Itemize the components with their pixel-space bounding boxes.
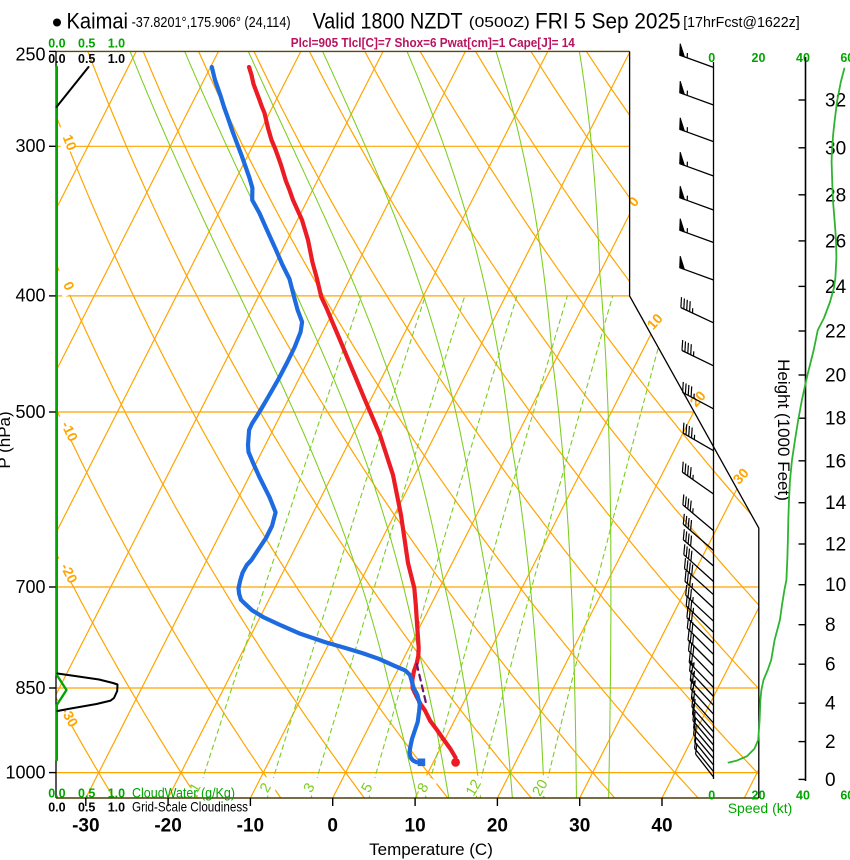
svg-text:0.5: 0.5	[78, 787, 95, 801]
svg-text:Speed (kt): Speed (kt)	[728, 800, 793, 816]
svg-text:0.5: 0.5	[78, 37, 95, 51]
svg-text:20: 20	[752, 789, 766, 803]
svg-text:250: 250	[15, 44, 45, 64]
svg-text:0: 0	[708, 51, 715, 65]
svg-text:1.0: 1.0	[108, 52, 125, 66]
svg-text:40: 40	[796, 789, 810, 803]
svg-text:20: 20	[530, 777, 552, 799]
svg-text:10: 10	[60, 132, 81, 153]
svg-text:1.0: 1.0	[108, 801, 125, 815]
svg-text:32: 32	[825, 91, 846, 112]
svg-text:40: 40	[796, 51, 810, 65]
svg-text:14: 14	[825, 493, 847, 514]
svg-text:0.5: 0.5	[78, 801, 95, 815]
svg-text:0.0: 0.0	[48, 787, 65, 801]
svg-text:0: 0	[825, 770, 836, 791]
svg-text:28: 28	[825, 185, 846, 206]
svg-text:30: 30	[825, 138, 846, 159]
svg-text:1.0: 1.0	[108, 37, 125, 51]
svg-text:8: 8	[825, 615, 836, 636]
svg-text:0.0: 0.0	[48, 801, 65, 815]
svg-text:12: 12	[825, 535, 846, 556]
svg-text:Height (1000 Feet): Height (1000 Feet)	[774, 359, 793, 501]
svg-text:[17hrFcst@1622z]: [17hrFcst@1622z]	[683, 14, 800, 31]
svg-text:-10: -10	[237, 816, 264, 837]
svg-text:400: 400	[15, 286, 45, 306]
svg-text:24: 24	[825, 277, 847, 298]
svg-text:60: 60	[840, 789, 850, 803]
svg-text:500: 500	[15, 402, 45, 422]
svg-text:0: 0	[708, 789, 715, 803]
svg-text:30: 30	[569, 816, 590, 837]
svg-text:60: 60	[840, 51, 850, 65]
svg-text:0.0: 0.0	[48, 52, 65, 66]
svg-text:10: 10	[825, 575, 846, 596]
svg-text:700: 700	[15, 577, 45, 597]
svg-text:Grid-Scale Cloudiness: Grid-Scale Cloudiness	[132, 799, 248, 815]
svg-text:6: 6	[825, 655, 836, 676]
svg-text:20: 20	[487, 816, 508, 837]
svg-text:Temperature (C): Temperature (C)	[369, 840, 493, 859]
svg-text:-20: -20	[154, 816, 181, 837]
svg-text:1000: 1000	[5, 762, 45, 782]
svg-text:-10: -10	[58, 419, 81, 444]
svg-text:-30: -30	[72, 816, 99, 837]
svg-text:Plcl=905 Tlcl[C]=7 Shox=6 Pwat: Plcl=905 Tlcl[C]=7 Shox=6 Pwat[cm]=1 Cap…	[291, 35, 576, 50]
svg-text:2: 2	[825, 732, 836, 753]
svg-text:20: 20	[752, 51, 766, 65]
svg-text:Kaimai: Kaimai	[67, 9, 129, 34]
svg-text:0.0: 0.0	[48, 37, 65, 51]
svg-text:10: 10	[405, 816, 426, 837]
svg-text:P (hPa): P (hPa)	[0, 411, 14, 468]
svg-text:22: 22	[825, 322, 846, 343]
svg-text:850: 850	[15, 678, 45, 698]
svg-text:16: 16	[825, 451, 846, 472]
svg-text:0: 0	[327, 816, 338, 837]
svg-text:Valid 1800 NZDT: Valid 1800 NZDT	[313, 9, 463, 34]
svg-text:(0500Z): (0500Z)	[469, 14, 530, 31]
svg-text:40: 40	[651, 816, 672, 837]
svg-text:CloudWater (g/Kg): CloudWater (g/Kg)	[132, 785, 235, 801]
svg-text:18: 18	[825, 409, 846, 430]
svg-text:0.5: 0.5	[78, 52, 95, 66]
svg-text:300: 300	[15, 136, 45, 156]
svg-text:FRI 5 Sep 2025: FRI 5 Sep 2025	[535, 9, 681, 34]
svg-text:20: 20	[825, 366, 846, 387]
svg-text:4: 4	[825, 694, 836, 715]
svg-text:1.0: 1.0	[108, 787, 125, 801]
svg-text:12: 12	[463, 777, 485, 799]
svg-text:-37.8201°,175.906° (24,114): -37.8201°,175.906° (24,114)	[132, 14, 291, 31]
